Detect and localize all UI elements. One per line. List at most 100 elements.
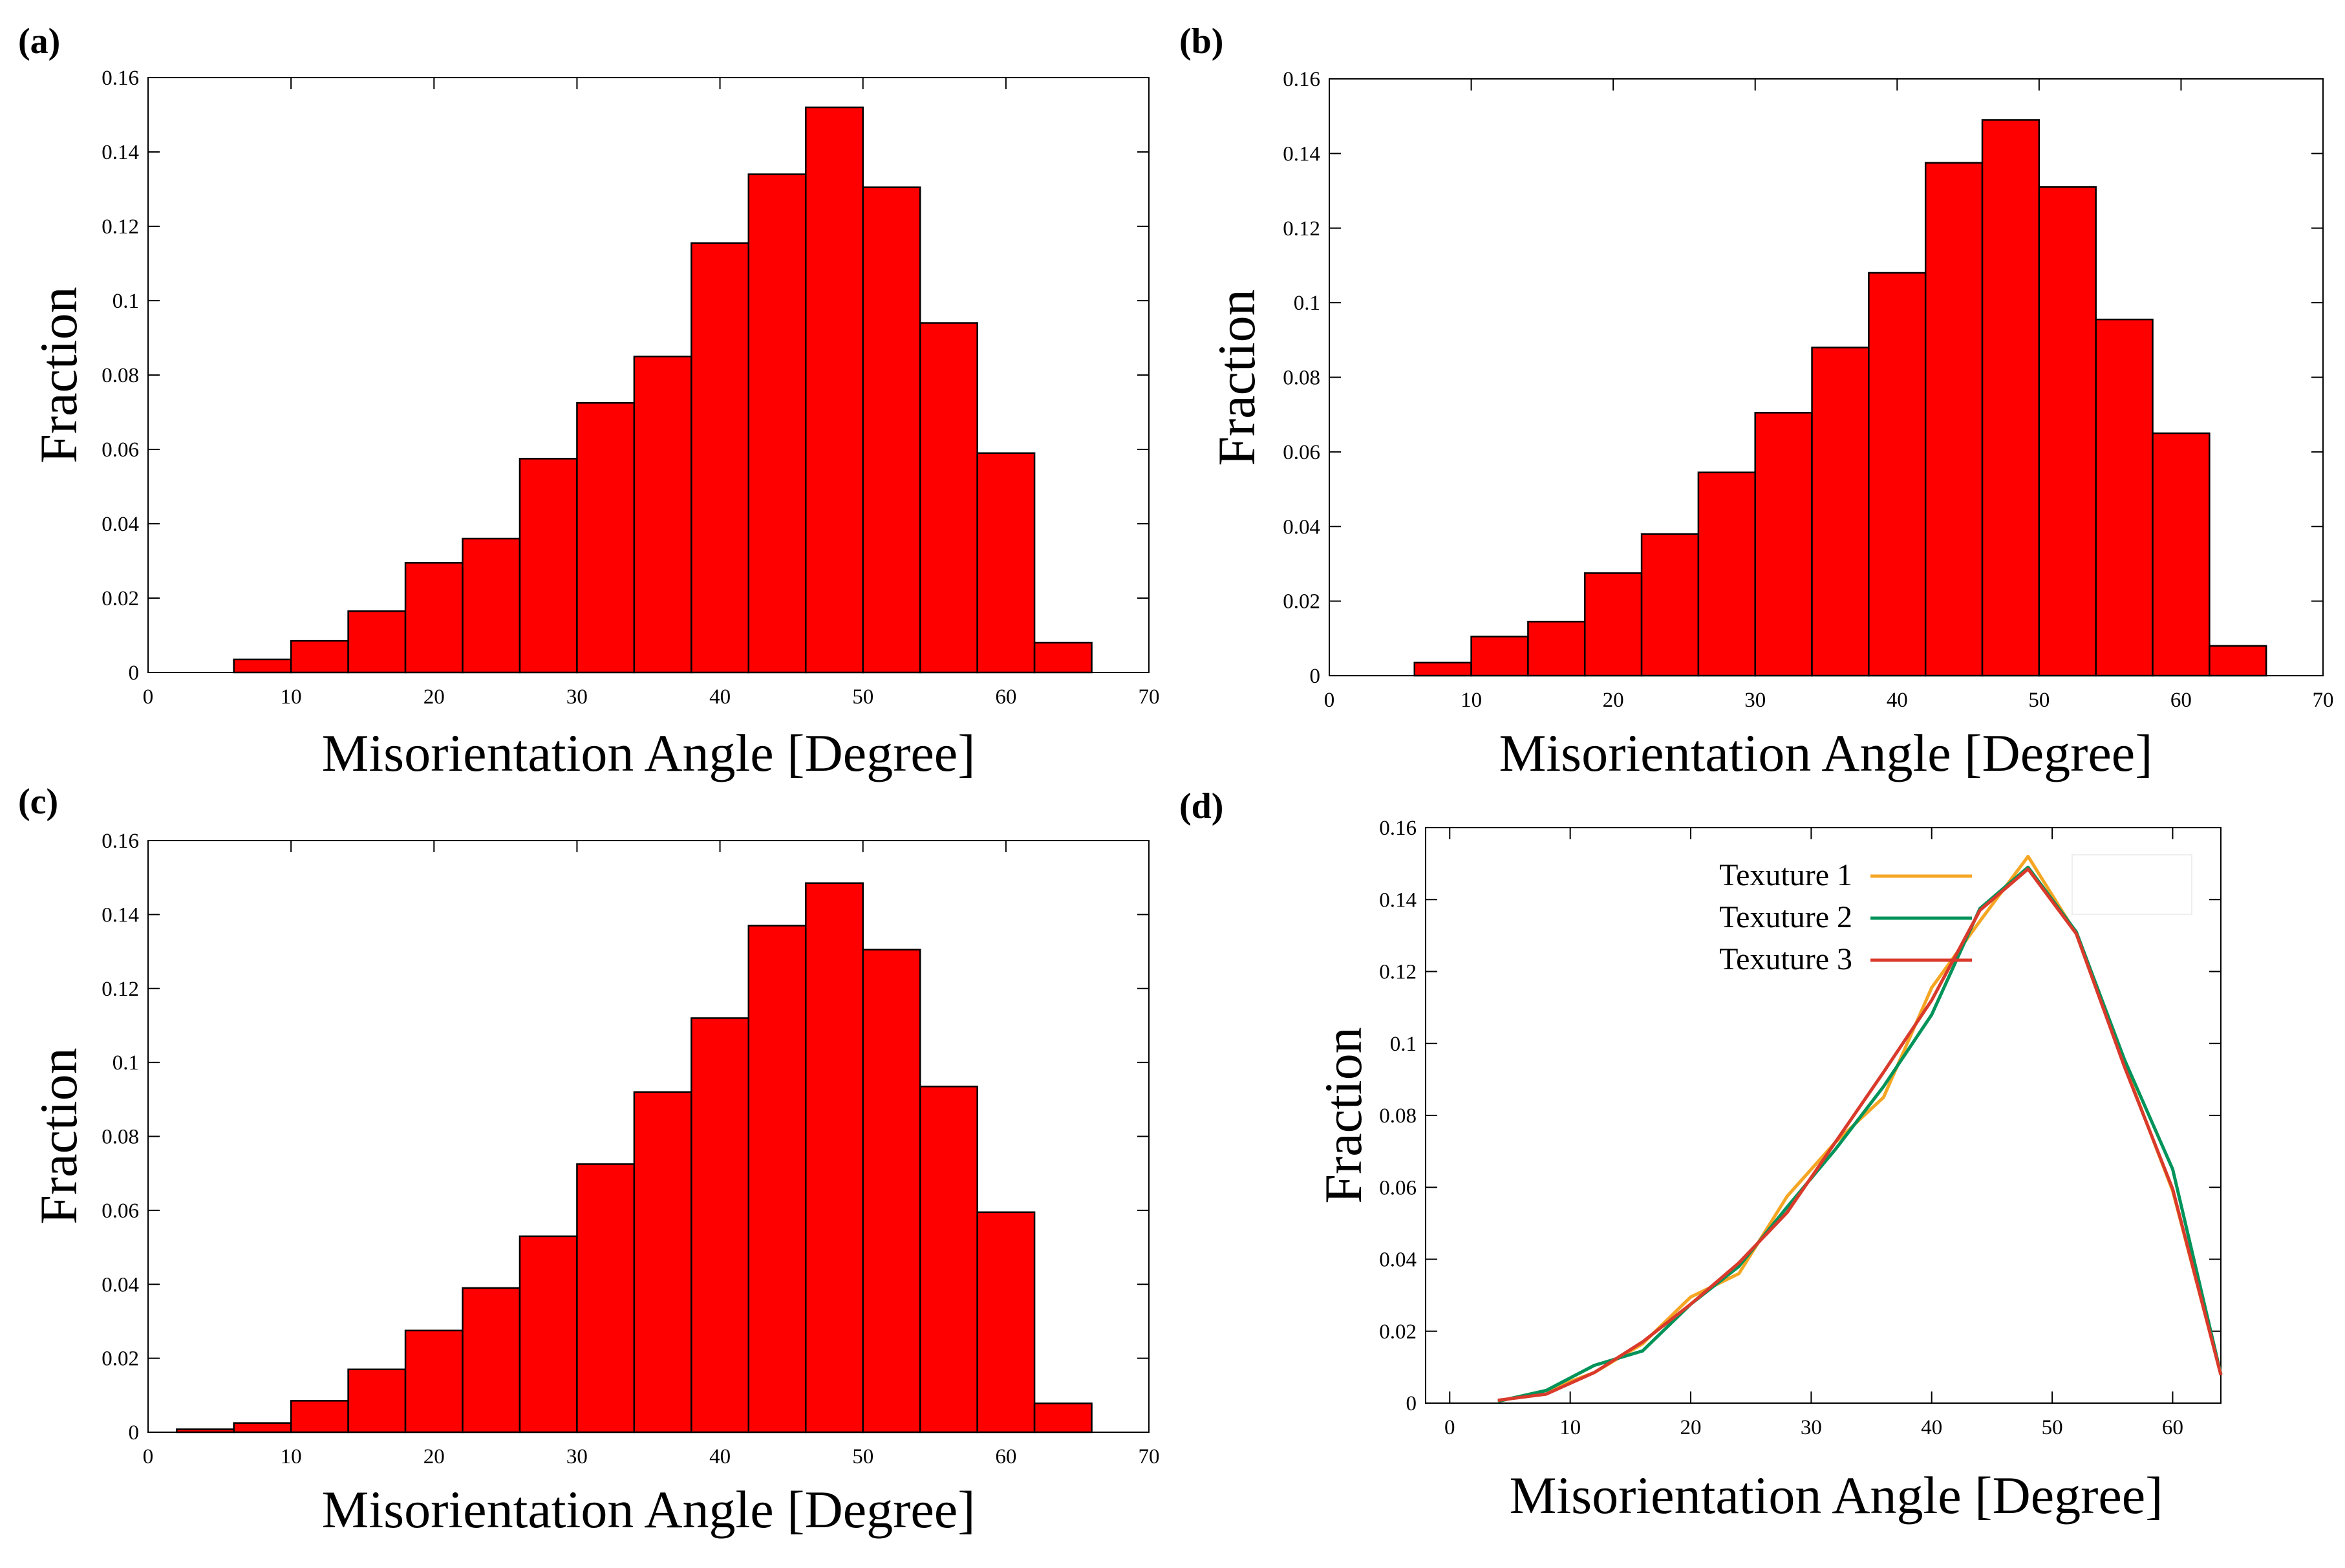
panel-d-y-tick-label: 0.02 [1379,1320,1417,1344]
panel-d-legend-label: Texuture 1 [1719,858,1852,892]
panel-c-x-tick-label: 10 [281,1445,302,1468]
panel-c-bar [976,1211,1036,1434]
panel-b-y-tick-label: 0.1 [1294,292,1320,315]
panel-d-legend-label: Texuture 3 [1719,942,1852,976]
panel-b-y-tick-label: 0.08 [1283,367,1320,390]
panel-a-x-tick-label: 10 [281,685,302,709]
panel-c-y-tick-label: 0.16 [102,830,139,853]
panel-d-y-tick-label: 0.12 [1379,961,1417,984]
panel-d-label: (d) [1179,786,1223,826]
panel-a-x-tick-label: 40 [709,685,731,709]
panel-d-x-tick-label: 60 [2162,1416,2183,1439]
panel-a-y-tick-label: 0.06 [102,438,139,462]
panel-d-y-tick-label: 0.04 [1379,1249,1417,1272]
panel-a-bar [462,537,521,674]
panel-c-bar [576,1163,636,1434]
panel-a-x-tick-label: 20 [423,685,445,709]
panel-a-bar [862,186,921,674]
panel-c-y-tick-label: 0.04 [102,1273,139,1296]
panel-c-y-tick-label: 0.12 [102,978,139,1001]
panel-c-marks: 0 0.02 0.04 0.06 0.08 0.1 0.12 0.14 0.16 0 10 20 30 4… [102,830,1159,1468]
panel-c-bar [404,1329,464,1434]
panel-c-x-tick-label: 50 [852,1445,873,1468]
panel-a-bar [976,452,1036,674]
panel-c-x-tick-label: 60 [995,1445,1016,1468]
panel-c-bar [519,1235,578,1434]
panel-c-bar [347,1368,407,1434]
panel-b-x-axis-title: Misorientation Angle [Degree] [1499,724,2152,782]
panel-b-y-tick-label: 0.06 [1283,441,1320,464]
panel-b-y-tick-label: 0 [1310,665,1321,688]
panel-b-bar [2209,645,2267,677]
panel-c-bar [805,882,864,1434]
panel-c-bar [691,1017,750,1434]
panel-b-bar [1413,661,1472,677]
panel-c-x-tick-label: 20 [423,1445,445,1468]
panel-b-bar [2038,186,2097,677]
panel-b-bar [1583,572,1643,677]
panel-b-x-tick-label: 70 [2313,689,2334,712]
panel-a-bar [805,106,864,674]
panel-d-x-axis-title: Misorientation Angle [Degree] [1509,1466,2163,1525]
panel-c-x-axis-title: Misorientation Angle [Degree] [321,1480,975,1539]
panel-d-x-tick-label: 10 [1559,1416,1581,1439]
panel-d-x-tick-label: 0 [1444,1416,1455,1439]
panel-d-x-tick-label: 20 [1680,1416,1702,1439]
panel-c-bar [1033,1402,1093,1434]
panel-a-y-tick-label: 0.12 [102,215,139,239]
panel-d-y-tick-label: 0.14 [1379,888,1417,912]
panel-b-bar [1981,119,2040,677]
panel-d-empty-legend-box [2072,854,2192,915]
panel-c-x-tick-label: 0 [143,1445,154,1468]
panel-b-x-tick-label: 0 [1324,689,1335,712]
panel-b-y-tick-label: 0.12 [1283,217,1320,241]
panel-c-y-tick-label: 0.06 [102,1199,139,1223]
panel-d-y-axis-title: Fraction [1314,1027,1373,1203]
panel-b-y-axis-title: Fraction [1207,289,1266,466]
panel-b-label: (b) [1179,21,1223,61]
panel-c-bar [462,1287,521,1434]
panel-a-x-tick-label: 60 [995,685,1016,709]
panel-b-y-tick-label: 0.16 [1283,68,1320,91]
panel-a-y-tick-label: 0.04 [102,513,139,536]
panel-a-y-tick-label: 0.16 [102,67,139,90]
panel-c-bar [233,1422,292,1434]
panel-a-bar [233,658,292,674]
panel-b-x-tick-label: 40 [1887,689,1908,712]
panel-b-bar [1470,636,1529,677]
panel-d-y-tick-label: 0 [1406,1392,1417,1415]
panel-c-y-tick-label: 0.08 [102,1126,139,1149]
panel-c-bar [862,949,921,1434]
panel-b-x-tick-label: 20 [1603,689,1624,712]
panel-b-bar [1527,621,1586,677]
panel-d-x-tick-label: 30 [1801,1416,1822,1439]
panel-a-bar [576,402,636,674]
panel-b-x-tick-label: 50 [2028,689,2050,712]
panel-a-bar [691,242,750,674]
panel-a: (a) 0 0.02 0.04 0.06 0.08 0.1 0.12 0.14 0.16 0 10 2… [18,21,1160,782]
panel-a-bar [747,173,807,674]
panel-a-y-axis-title: Fraction [29,286,88,463]
panel-b-bar [1811,347,1870,677]
panel-d-legend-label: Texuture 2 [1719,900,1852,934]
panel-a-bar [519,458,578,674]
panel-a-bar [290,639,349,674]
panel-b-bar [1924,162,1984,677]
panel-a-x-tick-label: 30 [566,685,588,709]
panel-c-bar [633,1091,692,1434]
panel-a-label: (a) [18,21,60,61]
panel-c-x-tick-label: 30 [566,1445,588,1468]
panel-d-x-tick-label: 50 [2042,1416,2063,1439]
panel-c-label: (c) [18,782,58,822]
panel-b-bar [2152,432,2211,677]
panel-d-x-tick-label: 40 [1921,1416,1942,1439]
panel-d: (d) 0 0.02 0.04 0.06 0.08 0.1 0.12 0.14 0.16 0 10 2… [1179,786,2223,1525]
panel-c-bar [919,1086,978,1434]
panel-d-y-tick-label: 0.1 [1390,1033,1417,1056]
panel-b-y-tick-label: 0.04 [1283,515,1320,539]
panel-a-bar [347,610,407,674]
panel-b: (b) 0 0.02 0.04 0.06 0.08 0.1 0.12 0.14 0.16 0 10 2… [1179,21,2334,782]
panel-b-marks: 0 0.02 0.04 0.06 0.08 0.1 0.12 0.14 0.16 0 10 20 30 4… [1283,68,2333,712]
panel-a-bar [633,356,692,674]
